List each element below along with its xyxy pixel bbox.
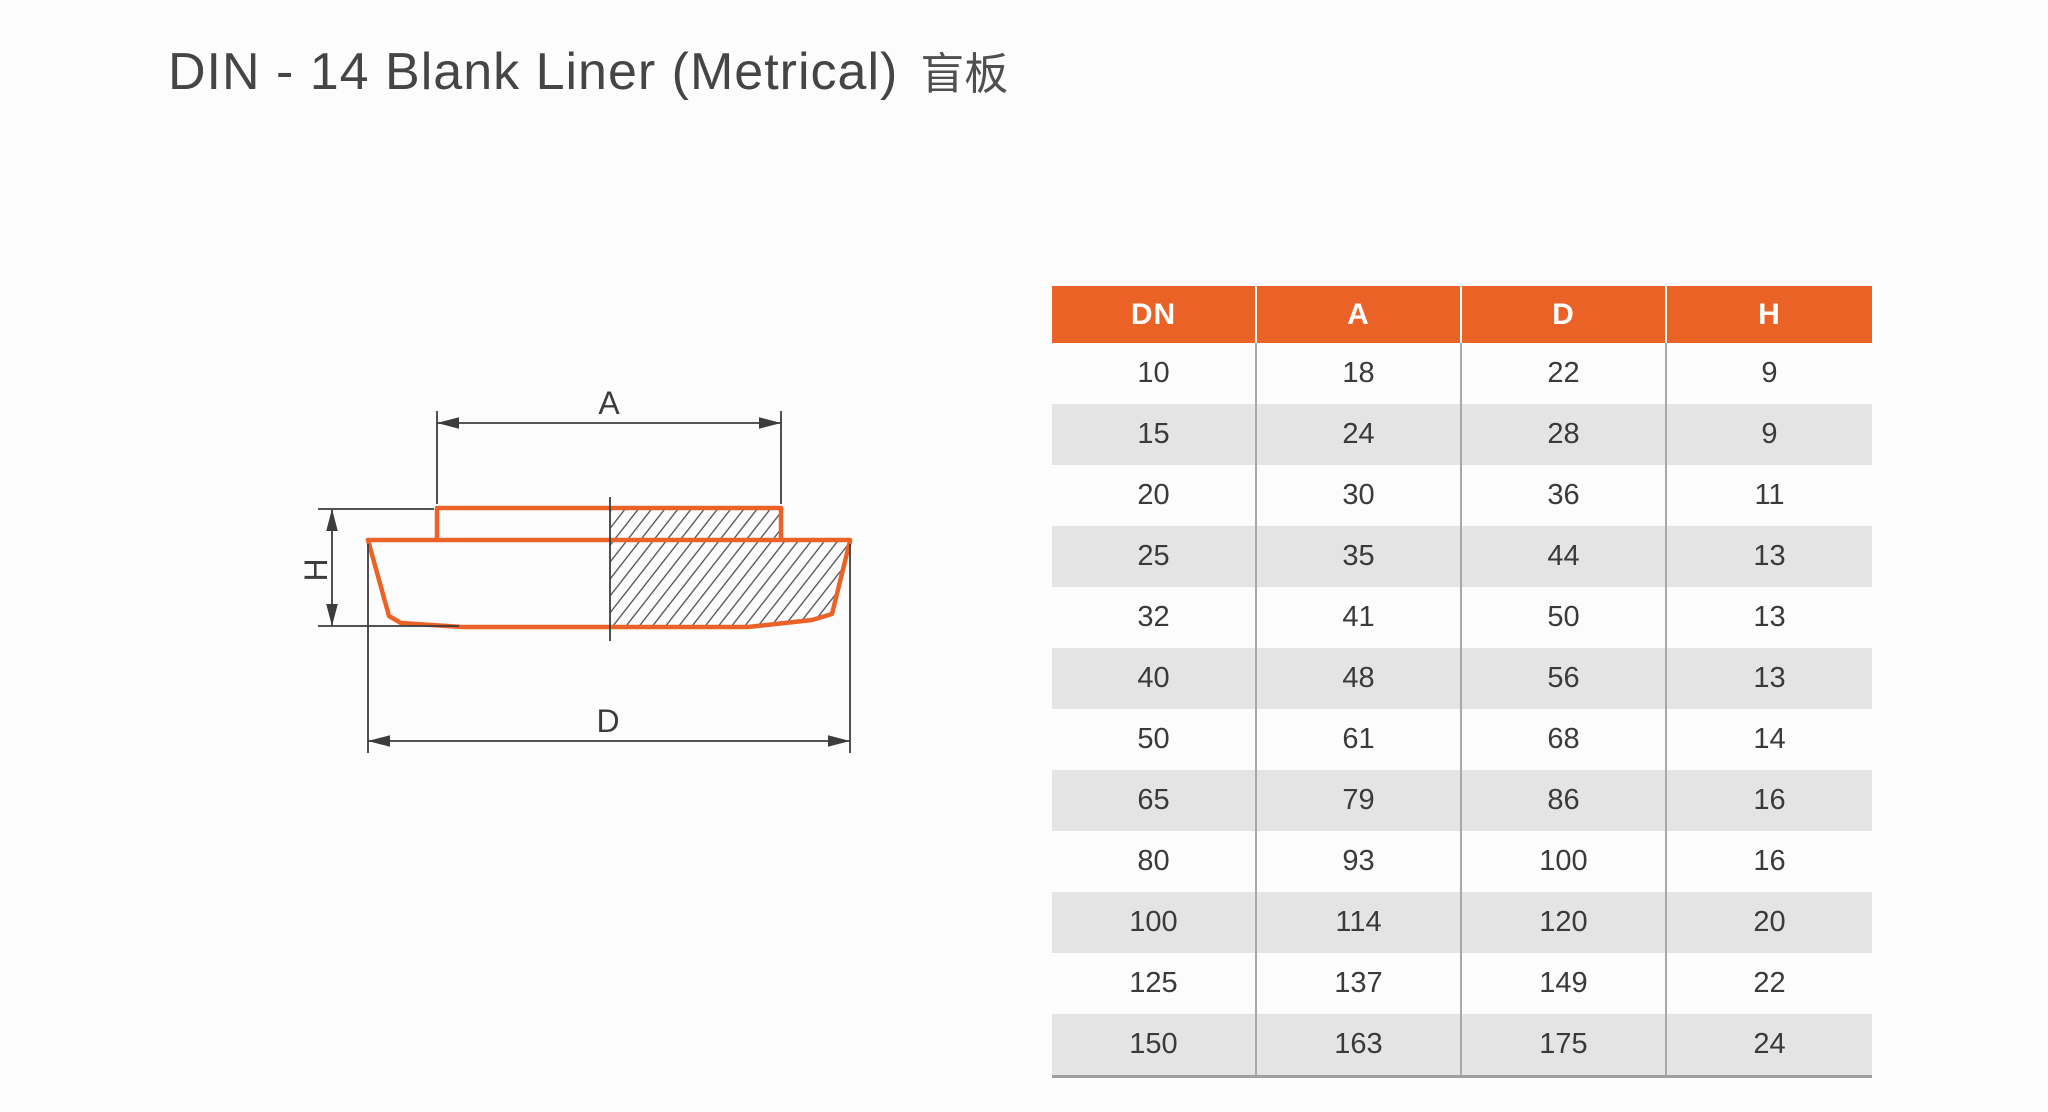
dim-h-arrow-bottom	[326, 604, 338, 626]
table-cell: 9	[1761, 418, 1778, 450]
table-cell: 125	[1052, 953, 1257, 1014]
table-row: 32 41 50 13	[1052, 587, 1872, 648]
table-row: 25 35 44 13	[1052, 526, 1872, 587]
table-cell: 18	[1257, 343, 1462, 404]
table-row: 40 48 56 13	[1052, 648, 1872, 709]
table-cell: 16	[1753, 845, 1786, 877]
table-cell: 175	[1462, 1014, 1667, 1075]
spec-table: DN A D H 10 18 22 9 15 24 28 9 20 30 36 11 25 35 44 13 32 41…	[1052, 286, 1872, 1078]
table-row: 100 114 120 20	[1052, 892, 1872, 953]
table-cell: 13	[1753, 662, 1786, 694]
table-cell: 150	[1052, 1014, 1257, 1075]
table-cell: 15	[1052, 404, 1257, 465]
dim-a-arrow-right	[759, 417, 781, 429]
table-cell: 20	[1052, 465, 1257, 526]
dim-d-arrow-right	[828, 735, 850, 747]
table-cell: 100	[1052, 892, 1257, 953]
table-cell: 79	[1257, 770, 1462, 831]
table-cell: 100	[1462, 831, 1667, 892]
table-cell: 50	[1052, 709, 1257, 770]
table-cell: 93	[1257, 831, 1462, 892]
dim-label-d: D	[596, 703, 619, 739]
dim-label-a: A	[598, 385, 620, 421]
table-cell: 13	[1753, 540, 1786, 572]
page-title-cjk: 盲板	[920, 50, 1009, 99]
table-cell: 163	[1257, 1014, 1462, 1075]
table-cell: 48	[1257, 648, 1462, 709]
table-body: 10 18 22 9 15 24 28 9 20 30 36 11 25 35 44 13 32 41 50 13 40…	[1052, 343, 1872, 1078]
column-header-d: D	[1462, 286, 1667, 343]
dim-label-h: H	[298, 558, 334, 581]
table-cell: 86	[1462, 770, 1667, 831]
table-cell: 20	[1753, 906, 1786, 938]
table-cell: 22	[1753, 967, 1786, 999]
table-cell: 28	[1462, 404, 1667, 465]
table-cell: 32	[1052, 587, 1257, 648]
table-cell: 30	[1257, 465, 1462, 526]
table-row: 20 30 36 11	[1052, 465, 1872, 526]
table-row: 50 61 68 14	[1052, 709, 1872, 770]
table-cell: 14	[1753, 723, 1786, 755]
table-cell: 80	[1052, 831, 1257, 892]
table-cell: 61	[1257, 709, 1462, 770]
table-cell: 50	[1462, 587, 1667, 648]
table-cell: 10	[1052, 343, 1257, 404]
table-cell: 44	[1462, 526, 1667, 587]
table-row: 125 137 149 22	[1052, 953, 1872, 1014]
table-cell: 149	[1462, 953, 1667, 1014]
table-cell: 41	[1257, 587, 1462, 648]
table-row: 150 163 175 24	[1052, 1014, 1872, 1075]
table-row: 65 79 86 16	[1052, 770, 1872, 831]
table-cell: 120	[1462, 892, 1667, 953]
table-row: 10 18 22 9	[1052, 343, 1872, 404]
table-cell: 36	[1462, 465, 1667, 526]
liner-body-outline	[365, 537, 853, 630]
table-cell: 56	[1462, 648, 1667, 709]
table-cell: 35	[1257, 526, 1462, 587]
dim-d-arrow-left	[368, 735, 390, 747]
table-cell: 65	[1052, 770, 1257, 831]
column-header-h: H	[1758, 297, 1781, 331]
dim-h-arrow-top	[326, 509, 338, 531]
liner-step-outline	[434, 505, 784, 543]
table-cell: 9	[1761, 357, 1778, 389]
table-cell: 137	[1257, 953, 1462, 1014]
table-cell: 40	[1052, 648, 1257, 709]
table-row: 15 24 28 9	[1052, 404, 1872, 465]
table-cell: 11	[1754, 479, 1785, 511]
table-cell: 25	[1052, 526, 1257, 587]
table-cell: 16	[1753, 784, 1786, 816]
page-title: DIN - 14 Blank Liner (Metrical) 盲板	[168, 38, 1008, 102]
page-title-text: DIN - 14 Blank Liner (Metrical)	[168, 43, 899, 101]
table-header-row: DN A D H	[1052, 286, 1872, 343]
table-cell: 22	[1462, 343, 1667, 404]
table-cell: 68	[1462, 709, 1667, 770]
column-header-a: A	[1257, 286, 1462, 343]
dim-a-arrow-left	[437, 417, 459, 429]
section-hatch-region	[610, 508, 849, 626]
table-cell: 24	[1257, 404, 1462, 465]
table-cell: 114	[1257, 892, 1462, 953]
column-header-dn: DN	[1052, 286, 1257, 343]
table-cell: 13	[1753, 601, 1786, 633]
table-cell: 24	[1753, 1028, 1786, 1060]
table-row: 80 93 100 16	[1052, 831, 1872, 892]
